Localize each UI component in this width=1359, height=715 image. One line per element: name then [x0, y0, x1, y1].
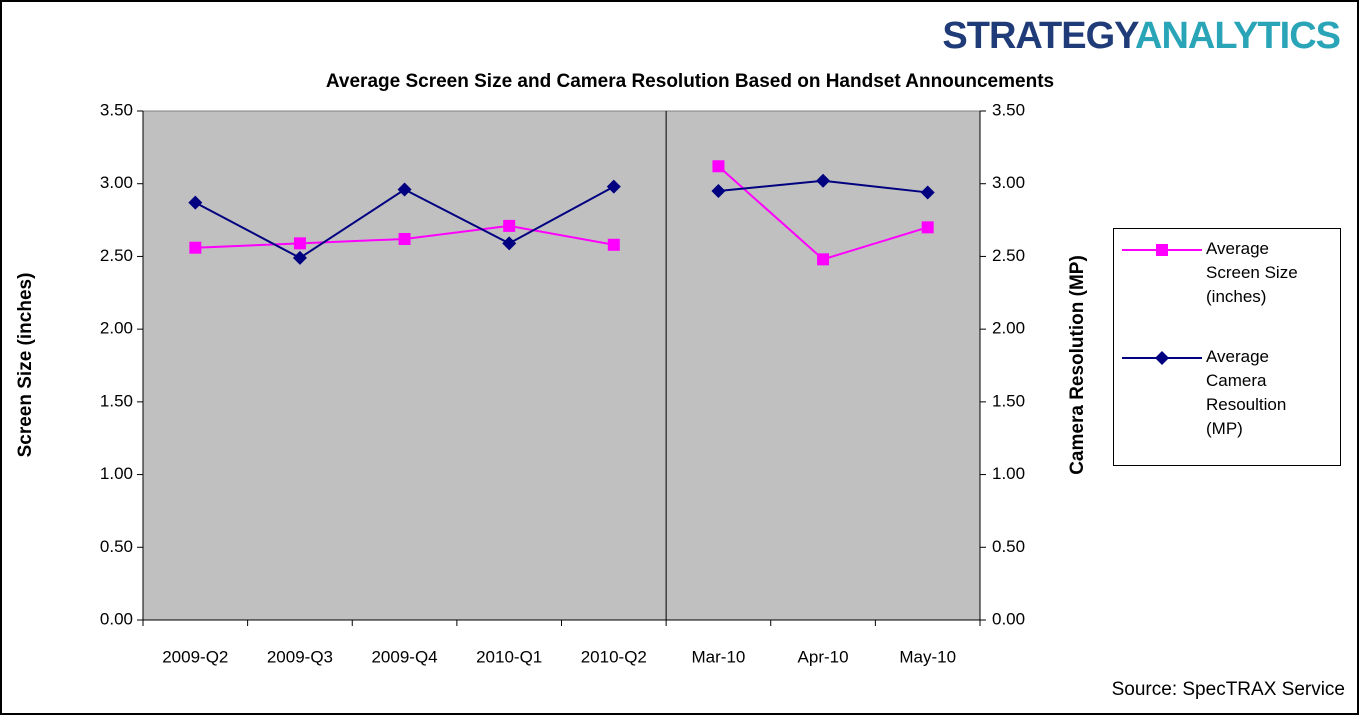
marker	[1155, 351, 1169, 365]
y-tick-label: 1.00	[100, 464, 133, 483]
marker	[398, 232, 411, 245]
legend: Average Screen Size (inches) Average Came…	[1113, 228, 1341, 466]
marker	[817, 253, 830, 266]
y2-tick-label: 2.00	[992, 319, 1025, 338]
x-tick-label: May-10	[899, 647, 956, 666]
y-tick-label: 0.50	[100, 537, 133, 556]
marker	[607, 238, 620, 251]
marker	[921, 221, 934, 234]
y2-tick-label: 1.00	[992, 464, 1025, 483]
y2-tick-label: 0.00	[992, 609, 1025, 628]
legend-label: Average Screen Size (inches)	[1206, 239, 1298, 306]
x-tick-label: 2010-Q2	[581, 647, 647, 666]
logo: STRATEGYANALYTICS	[942, 15, 1340, 57]
logo-part: STRATEGY	[942, 15, 1139, 57]
y-tick-label: 2.00	[100, 319, 133, 338]
y2-tick-label: 3.50	[992, 100, 1025, 119]
marker	[502, 236, 517, 251]
marker	[188, 195, 203, 210]
logo-part: ANALYTICS	[1135, 15, 1340, 57]
plot-area	[142, 110, 981, 621]
legend-label: Average Camera Resoultion (MP)	[1206, 347, 1287, 438]
x-tick-label: 2010-Q1	[476, 647, 542, 666]
marker	[292, 250, 307, 265]
x-tick-label: 2009-Q2	[162, 647, 228, 666]
marker	[189, 241, 202, 254]
marker	[711, 183, 726, 198]
y-axis-label: Screen Size (inches)	[15, 273, 36, 458]
legend-swatch	[1122, 351, 1202, 365]
marker	[816, 173, 831, 188]
y-tick-label: 3.50	[100, 100, 133, 119]
x-tick-label: Mar-10	[692, 647, 746, 666]
marker	[503, 219, 516, 232]
chart-title: Average Screen Size and Camera Resolutio…	[326, 71, 1054, 92]
y2-tick-label: 2.50	[992, 246, 1025, 265]
y-tick-label: 1.50	[100, 391, 133, 410]
y-tick-label: 0.00	[100, 609, 133, 628]
x-tick-label: Apr-10	[798, 647, 849, 666]
marker	[606, 179, 621, 194]
legend-swatch	[1122, 244, 1202, 256]
y2-tick-label: 0.50	[992, 537, 1025, 556]
source: Source: SpecTRAX Service	[1112, 679, 1345, 700]
x-tick-label: 2009-Q4	[371, 647, 437, 666]
y2-tick-label: 1.50	[992, 391, 1025, 410]
y-tick-label: 3.00	[100, 173, 133, 192]
marker	[1156, 244, 1168, 256]
x-tick-label: 2009-Q3	[267, 647, 333, 666]
marker	[920, 185, 935, 200]
marker	[293, 237, 306, 250]
y2-axis-label: Camera Resolution (MP)	[1067, 255, 1088, 475]
marker	[712, 160, 725, 173]
y-tick-label: 2.50	[100, 246, 133, 265]
y2-tick-label: 3.00	[992, 173, 1025, 192]
marker	[397, 182, 412, 197]
